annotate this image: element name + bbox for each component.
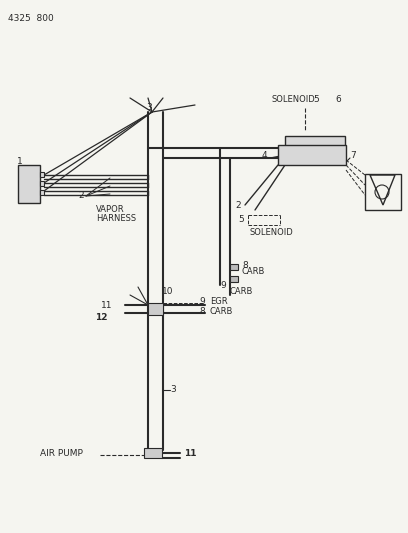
Text: 3: 3	[146, 102, 152, 111]
Bar	[40, 190, 44, 195]
Bar	[230, 276, 238, 282]
Text: 4325  800: 4325 800	[8, 14, 54, 23]
Text: EGR: EGR	[210, 296, 228, 305]
Text: SOLENOID: SOLENOID	[272, 95, 316, 104]
Text: SOLENOID: SOLENOID	[250, 228, 294, 237]
Text: 3: 3	[170, 385, 176, 394]
Text: CARB: CARB	[242, 268, 265, 277]
Text: 2: 2	[235, 200, 241, 209]
Text: 8: 8	[199, 306, 205, 316]
Bar	[285, 136, 345, 148]
Text: 7: 7	[350, 150, 356, 159]
Text: 8: 8	[242, 261, 248, 270]
Text: 2: 2	[78, 191, 84, 200]
Text: 10: 10	[162, 287, 173, 295]
Bar	[40, 172, 44, 177]
Text: HARNESS: HARNESS	[96, 214, 136, 223]
Text: 4: 4	[262, 150, 268, 159]
Text: 1: 1	[17, 157, 23, 166]
Text: CARB: CARB	[210, 306, 233, 316]
Text: 5: 5	[238, 215, 244, 224]
Text: 6: 6	[335, 95, 341, 104]
Bar	[144, 448, 162, 458]
Text: VAPOR: VAPOR	[96, 205, 124, 214]
Text: AIR PUMP: AIR PUMP	[40, 448, 83, 457]
Text: 11: 11	[184, 448, 197, 457]
Bar	[148, 303, 163, 315]
Text: 9: 9	[220, 280, 226, 289]
Text: 12: 12	[95, 312, 108, 321]
Text: CARB: CARB	[230, 287, 253, 295]
Bar	[365, 174, 401, 210]
Bar	[18, 165, 40, 203]
Text: 5: 5	[313, 95, 319, 104]
Bar	[40, 181, 44, 186]
Text: 11: 11	[100, 301, 112, 310]
Bar	[278, 145, 346, 165]
Text: 9: 9	[199, 296, 205, 305]
Bar	[230, 264, 238, 270]
